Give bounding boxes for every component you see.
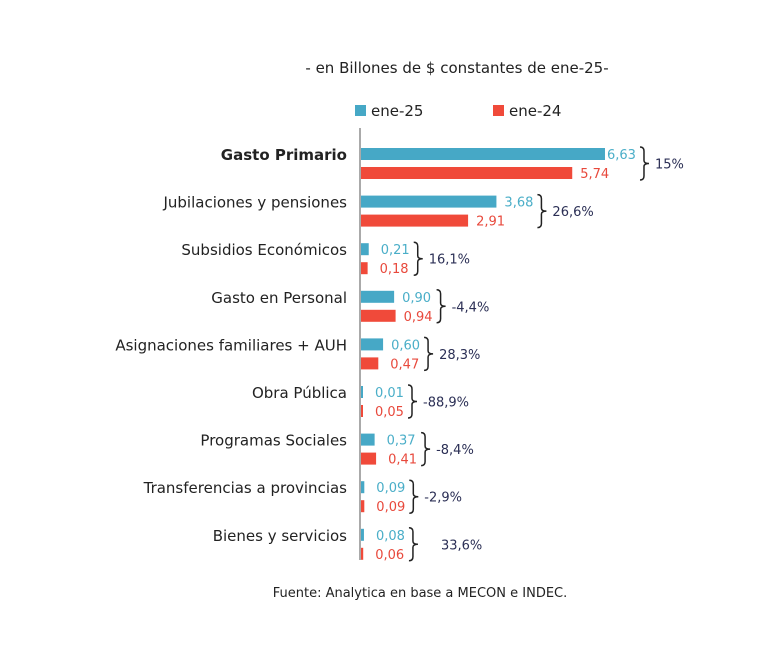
bracket: [421, 431, 431, 467]
change-label: 15%: [655, 158, 684, 173]
bar-ene-25: [361, 433, 375, 446]
bracket: [409, 479, 419, 514]
legend-swatch-ene-24: [493, 105, 504, 116]
change-label: 26,6%: [552, 205, 593, 220]
bar-ene-25: [361, 386, 363, 398]
bar-ene-25: [361, 481, 365, 494]
category-label: Subsidios Económicos: [181, 241, 347, 259]
category-label: Bienes y servicios: [213, 527, 347, 545]
value-label-ene-24: 0,05: [375, 405, 404, 420]
value-label-ene-24: 0,47: [390, 357, 419, 372]
legend-label-ene-24: ene-24: [509, 102, 561, 120]
change-label: -4,4%: [452, 300, 490, 315]
bar-ene-25: [361, 148, 605, 160]
category-label: Gasto Primario: [221, 146, 347, 164]
bar-ene-24: [361, 167, 573, 179]
value-label-ene-25: 0,09: [376, 481, 405, 496]
value-label-ene-25: 0,08: [376, 529, 405, 544]
bracket: [408, 527, 418, 562]
bar-ene-24: [361, 357, 379, 370]
bracket: [413, 241, 423, 276]
bracket: [436, 289, 446, 324]
bracket: [424, 336, 434, 372]
bracket: [639, 146, 650, 181]
category-label: Programas Sociales: [200, 432, 347, 450]
legend-swatch-ene-25: [355, 105, 366, 116]
value-label-ene-25: 3,68: [504, 196, 533, 211]
change-label: 28,3%: [439, 348, 480, 363]
bar-ene-24: [361, 262, 368, 275]
bar-ene-25: [361, 195, 497, 208]
category-label: Gasto en Personal: [211, 289, 347, 307]
category-label: Asignaciones familiares + AUH: [115, 336, 347, 354]
value-label-ene-25: 0,60: [391, 338, 420, 353]
bar-ene-24: [361, 214, 469, 227]
value-label-ene-24: 5,74: [580, 167, 609, 182]
bar-ene-25: [361, 528, 364, 541]
value-label-ene-24: 0,41: [388, 453, 417, 468]
value-label-ene-25: 6,63: [607, 148, 636, 163]
value-label-ene-24: 0,94: [404, 310, 433, 325]
bar-ene-25: [361, 243, 369, 256]
bar-ene-25: [361, 338, 384, 351]
chart-subtitle: - en Billones de $ constantes de ene-25-: [305, 59, 608, 77]
legend-label-ene-25: ene-25: [371, 102, 423, 120]
bar-ene-24: [361, 500, 365, 513]
value-label-ene-24: 0,09: [376, 500, 405, 515]
change-label: -2,9%: [424, 491, 462, 506]
change-label: -8,4%: [436, 443, 474, 458]
legend: ene-25 ene-24: [355, 102, 561, 120]
change-label: 16,1%: [429, 253, 470, 268]
value-label-ene-24: 2,91: [476, 215, 505, 230]
category-label: Transferencias a provincias: [143, 479, 348, 497]
bar-ene-24: [361, 452, 377, 465]
category-label: Jubilaciones y pensiones: [162, 194, 347, 212]
bracket: [537, 193, 547, 229]
value-label-ene-24: 0,06: [375, 548, 404, 563]
category-label: Obra Pública: [252, 384, 347, 402]
bar-ene-24: [361, 547, 364, 560]
change-label: -88,9%: [423, 396, 469, 411]
value-label-ene-25: 0,90: [402, 291, 431, 306]
bar-ene-25: [361, 290, 395, 303]
bar-ene-24: [361, 309, 396, 322]
value-label-ene-25: 0,37: [387, 434, 416, 449]
value-label-ene-25: 0,21: [381, 243, 410, 258]
change-label: 33,6%: [441, 538, 482, 553]
bracket: [407, 384, 418, 419]
value-label-ene-25: 0,01: [375, 386, 404, 401]
source-note: Fuente: Analytica en base a MECON e INDE…: [273, 586, 568, 601]
value-label-ene-24: 0,18: [380, 262, 409, 277]
bar-ene-24: [361, 405, 363, 417]
